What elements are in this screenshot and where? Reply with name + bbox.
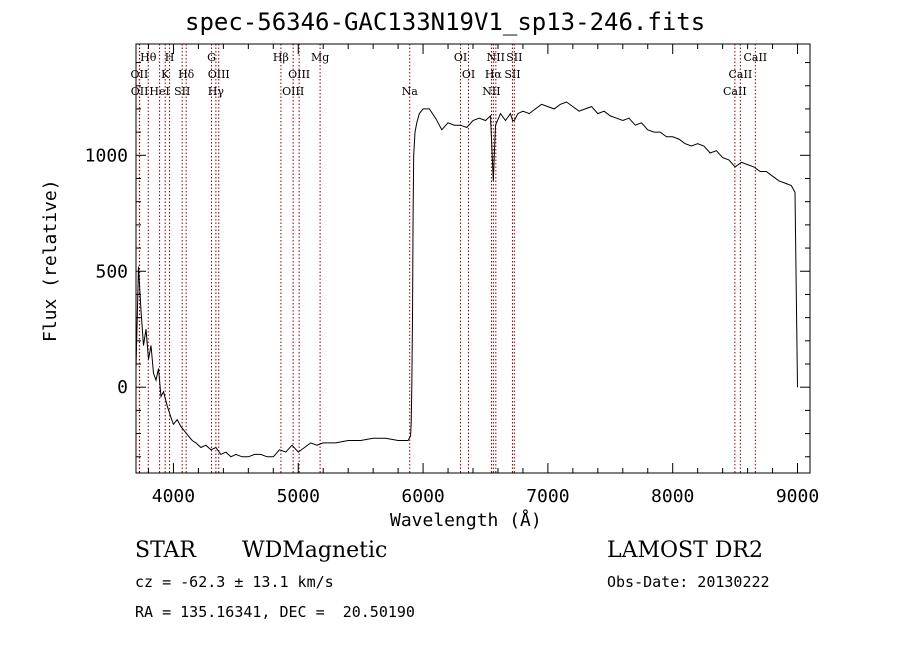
line-label-SII: SII [504,68,520,81]
line-label-OI: OI [462,68,475,81]
plot-frame [135,43,811,474]
object-subclass: WDMagnetic [242,538,388,563]
object-class: STAR [135,538,196,563]
x-tick-label: 6000 [401,486,444,507]
line-label-Hθ: Hθ [140,51,157,64]
spectral-line-labels: OIIOIIHθHeIKHSIIHδGHγOIIIHβOIIIOIIIMgNaO… [131,51,768,98]
x-tick-label: 7000 [526,486,569,507]
line-label-CaII: CaII [723,85,747,98]
line-label-OI: OI [454,51,467,64]
line-label-OIII: OIII [288,68,310,81]
line-label-SII: SII [174,85,190,98]
spectral-line-markers [138,44,756,473]
spectrum-line [135,101,798,458]
line-label-OIII: OIII [282,85,304,98]
x-tick-label: 9000 [776,486,819,507]
axis-ticks [136,44,810,473]
coordinates: RA = 135.16341, DEC = 20.50190 [135,603,415,621]
line-label-H: H [165,51,175,64]
y-axis-label: Flux (relative) [40,179,61,342]
chart-title: spec-56346-GAC133N19V1_sp13-246.fits [185,8,706,36]
line-label-G: G [207,51,216,64]
line-label-Hδ: Hδ [178,68,195,81]
y-tick-label: 500 [95,261,128,282]
line-label-OII: OII [131,85,149,98]
line-label-CaII: CaII [729,68,753,81]
x-tick-label: 4000 [152,486,195,507]
x-tick-label: 5000 [277,486,320,507]
y-tick-label: 0 [117,377,128,398]
tick-labels: 4000 5000 6000 7000 8000 9000 0 500 1000 [85,145,820,507]
line-label-CaII: CaII [743,51,767,64]
line-label-Na: Na [402,85,419,98]
line-label-Hβ: Hβ [273,51,289,64]
observation-date: Obs-Date: 20130222 [607,573,770,591]
line-label-SII: SII [506,51,522,64]
line-label-K: K [161,68,170,81]
y-tick-label: 1000 [85,145,128,166]
x-tick-label: 8000 [651,486,694,507]
line-label-HeI: HeI [149,85,169,98]
line-label-NII: NII [487,51,505,64]
line-label-Hγ: Hγ [208,85,225,98]
line-label-OIII: OIII [208,68,230,81]
survey-name: LAMOST DR2 [607,538,763,563]
redshift-cz: cz = -62.3 ± 13.1 km/s [135,573,334,591]
line-label-Mg: Mg [311,51,329,64]
line-label-Hα: Hα [485,68,503,81]
x-axis-label: Wavelength (Å) [390,510,542,531]
line-label-NII: NII [482,85,500,98]
line-label-OII: OII [131,68,149,81]
